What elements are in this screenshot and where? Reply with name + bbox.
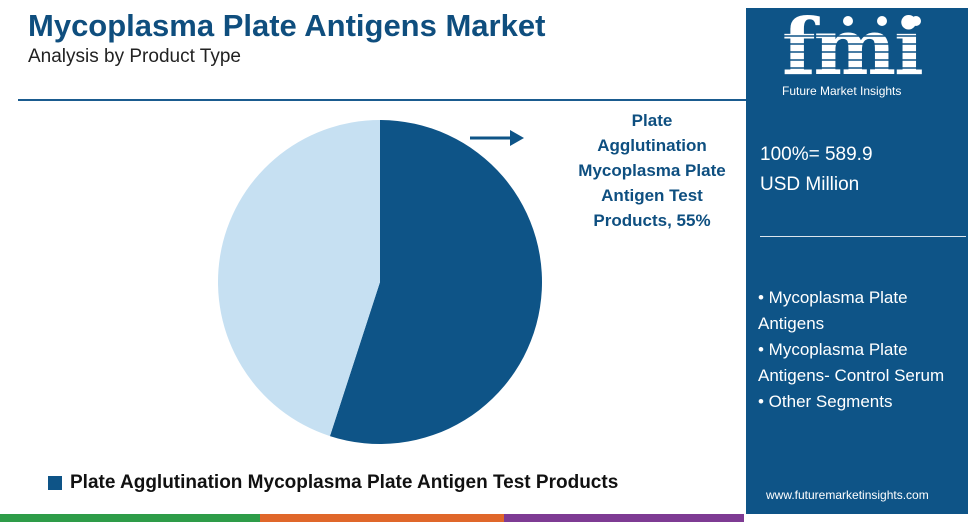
segment-item: • Mycoplasma Plate Antigens: [758, 288, 908, 333]
pie-chart: [218, 120, 542, 445]
annotation-line: Antigen Test: [601, 186, 703, 205]
pie-slice-0: [329, 120, 542, 445]
segment-item: • Other Segments: [758, 392, 893, 411]
website-url: www.futuremarketinsights.com: [766, 488, 929, 502]
fmi-logo: fmi Future Market Insights: [778, 8, 948, 98]
bottom-accent-bar-orange: [260, 514, 504, 522]
segment-list: • Mycoplasma Plate Antigens • Mycoplasma…: [758, 285, 958, 415]
chart-legend: Plate Agglutination Mycoplasma Plate Ant…: [48, 472, 618, 494]
segment-item: • Mycoplasma Plate Antigens- Control Ser…: [758, 340, 945, 385]
sidebar-panel: [746, 8, 968, 514]
logo-decoration-lines: [778, 35, 948, 69]
bottom-accent-bar-purple: [504, 514, 744, 522]
annotation-line: Products, 55%: [593, 211, 711, 230]
header-divider: [18, 99, 746, 101]
page-subtitle: Analysis by Product Type: [28, 46, 241, 67]
fmi-logo-mark: fmi: [782, 8, 922, 93]
slice-annotation: Plate Agglutination Mycoplasma Plate Ant…: [558, 108, 746, 233]
bottom-accent-bar-green: [0, 514, 260, 522]
annotation-line: Plate: [631, 111, 673, 130]
legend-label: Plate Agglutination Mycoplasma Plate Ant…: [70, 472, 619, 493]
page-title: Mycoplasma Plate Antigens Market: [28, 8, 546, 43]
total-unit-line: USD Million: [760, 174, 860, 195]
total-value-line: 100%= 589.9: [760, 144, 873, 165]
annotation-line: Mycoplasma Plate: [578, 161, 726, 180]
annotation-line: Agglutination: [597, 136, 707, 155]
total-market-value: 100%= 589.9 USD Million: [760, 140, 873, 200]
sidebar-divider: [760, 236, 966, 237]
pie-slice-1: [218, 120, 380, 437]
logo-icons: [843, 16, 921, 26]
legend-swatch: [48, 476, 62, 490]
pie-slices: [218, 120, 542, 445]
annotation-arrow-icon: [470, 130, 524, 146]
logo-brand-name: Future Market Insights: [782, 84, 901, 98]
